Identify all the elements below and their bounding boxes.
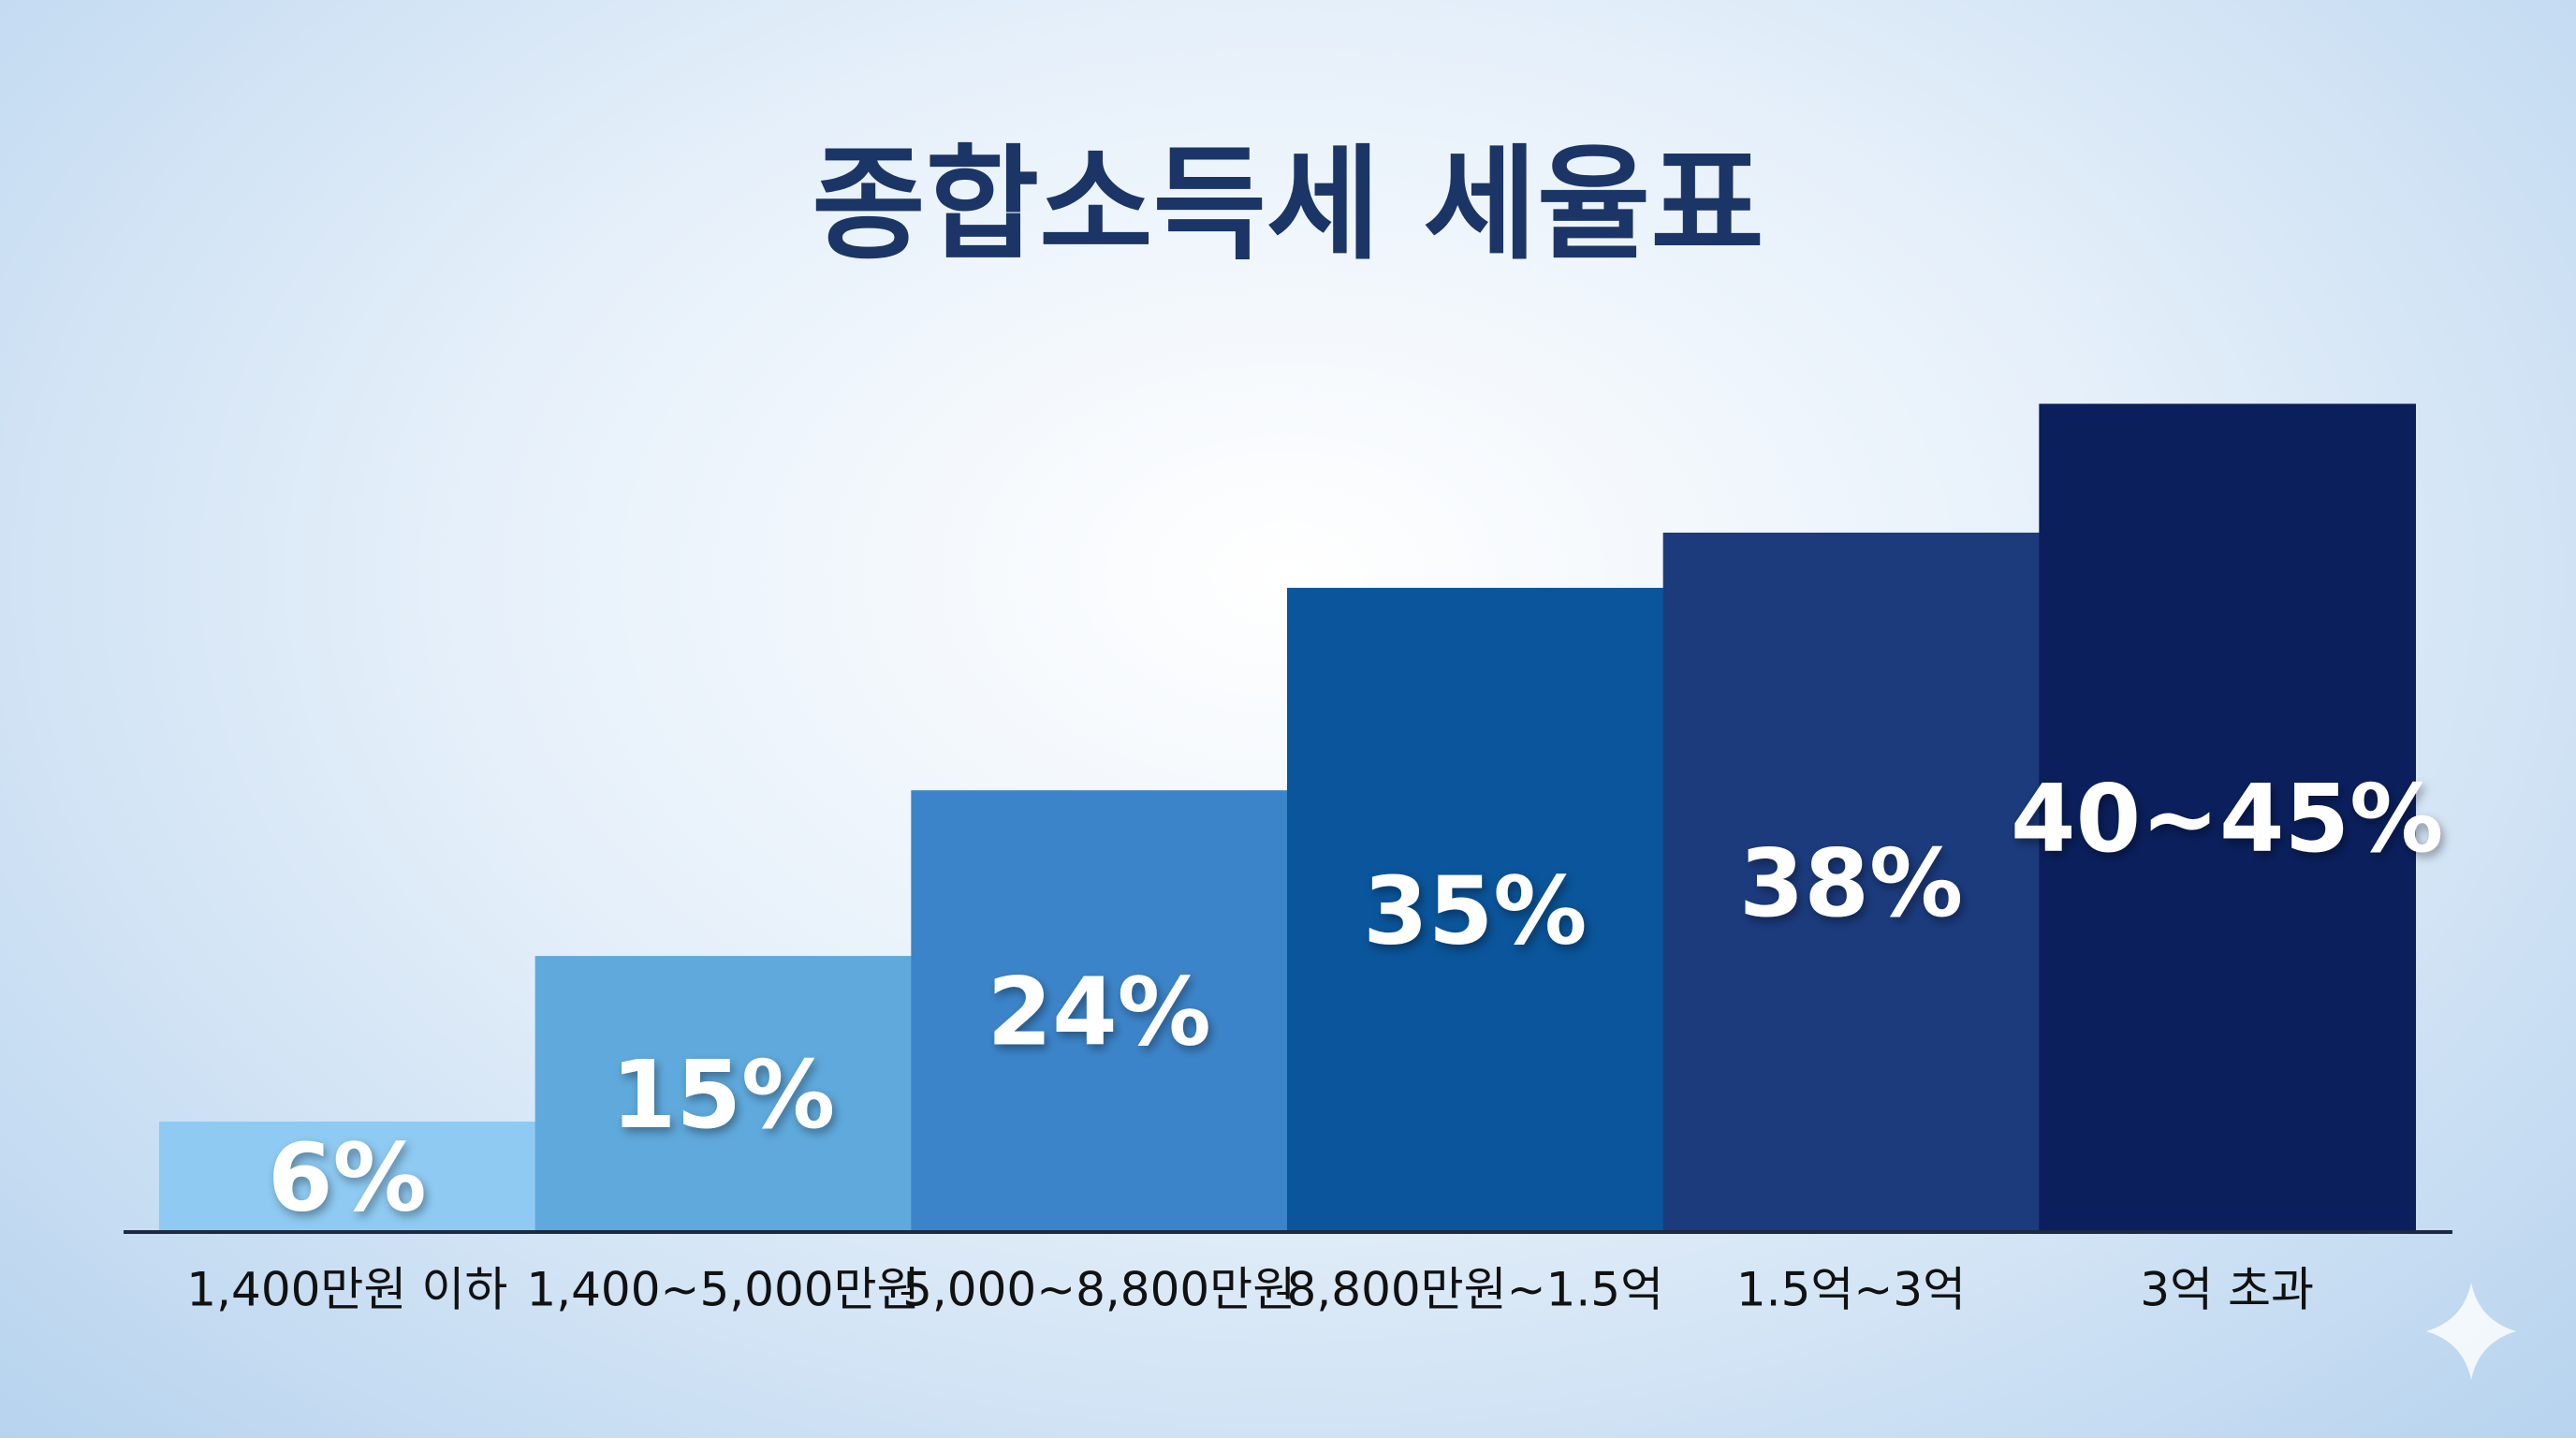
value-label: 35% (1363, 856, 1587, 965)
x-tick-label: 1.5억~3억 (1736, 1263, 1966, 1317)
bar (911, 790, 1288, 1232)
value-label: 24% (987, 957, 1210, 1066)
bar (159, 1122, 536, 1232)
bar (534, 956, 913, 1232)
value-label: 15% (611, 1040, 835, 1150)
bar (1662, 532, 2041, 1232)
value-label: 40~45% (2011, 764, 2443, 873)
chart-title: 종합소득세 세율표 (812, 133, 1764, 277)
x-tick-label: 3억 초과 (2140, 1263, 2314, 1317)
bar (2039, 404, 2416, 1232)
value-label: 38% (1739, 829, 1963, 938)
x-tick-label: 1,400~5,000만원 (526, 1263, 919, 1317)
sparkle-icon (2426, 1283, 2516, 1380)
bar (1287, 587, 1664, 1232)
x-tick-label: 1,400만원 이하 (186, 1263, 507, 1317)
x-tick-label: 8,800만원~1.5억 (1287, 1263, 1664, 1317)
x-tick-label: 5,000~8,800만원 (902, 1263, 1295, 1317)
value-label: 6% (268, 1123, 427, 1232)
